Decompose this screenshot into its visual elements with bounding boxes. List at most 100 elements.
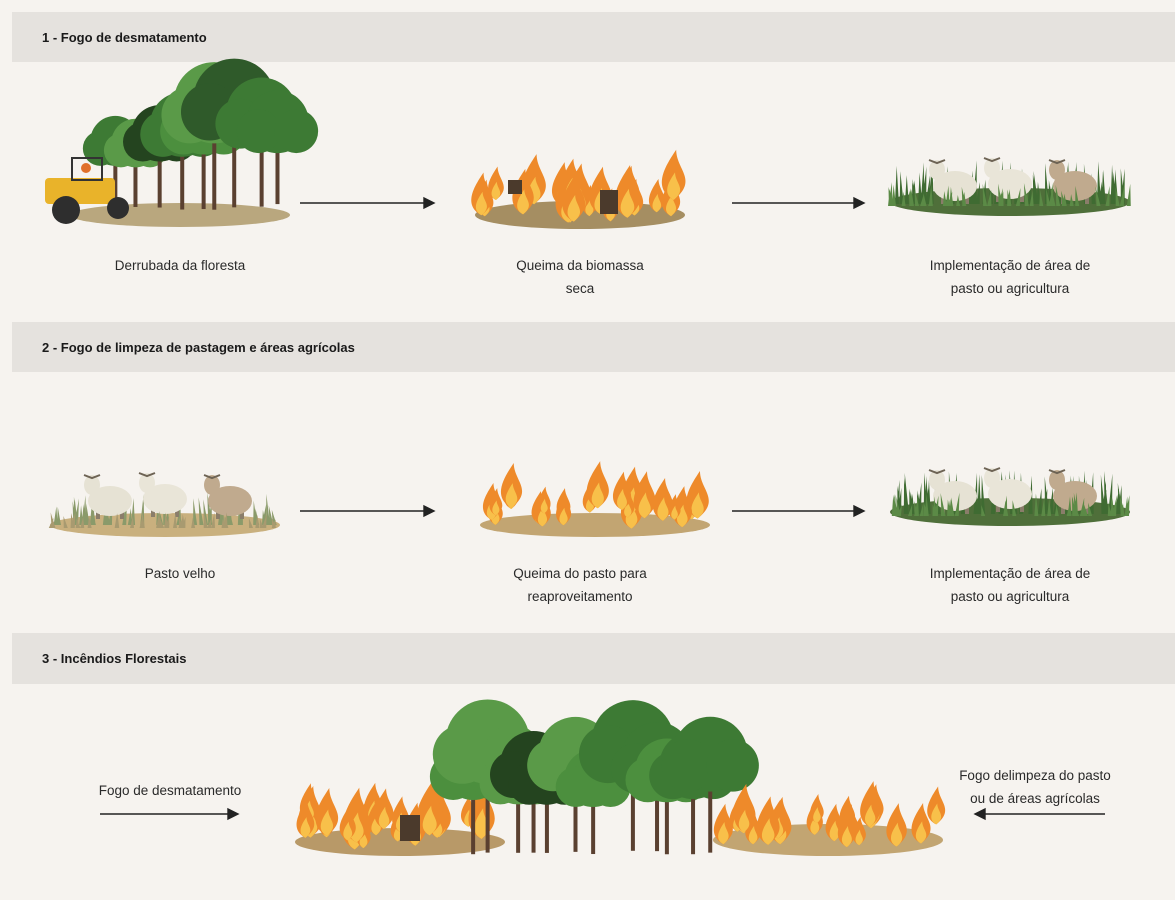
flame [393,824,402,842]
flame [422,805,437,836]
tree-trunk [201,121,206,210]
flame [559,507,568,526]
section-title: 1 - Fogo de desmatamento [42,30,207,45]
caption: Implementação de área de [930,258,1091,273]
flame [931,803,942,825]
stump [600,190,618,214]
flame [585,198,594,217]
flame [864,804,876,827]
section-band [12,12,1175,62]
cow-body [933,481,977,511]
caption: Implementação de área de [930,566,1091,581]
flame [667,172,681,200]
tree-trunk [708,754,713,853]
cow-head [139,473,155,493]
cow-horns [928,159,946,165]
caption: Derrubada da floresta [115,258,246,273]
flame [474,808,489,839]
tree-crown [274,109,319,154]
caption: pasto ou agricultura [951,589,1070,604]
caption: pasto ou agricultura [951,281,1070,296]
ground [70,203,290,227]
tree-trunk [133,143,138,207]
flame [517,189,529,215]
flame [671,505,678,520]
flame [676,504,688,528]
flame [617,488,627,511]
flame [657,497,669,521]
cow-head [929,470,945,490]
cow-horns [203,474,221,480]
arrow [100,196,1105,821]
caption: reaproveitamento [527,589,632,604]
cow-head [984,468,1000,488]
cow-body [88,486,132,516]
flame [505,483,518,508]
cow-body [143,484,187,514]
flame [761,818,775,845]
tree-trunk [113,140,118,207]
caption: Fogo delimpeza do pasto [959,768,1111,783]
cow-horns [983,467,1001,473]
flame [841,825,852,848]
illustrations [45,58,1131,856]
flame [537,506,548,527]
flame [300,817,311,838]
cow-horns [1048,159,1066,165]
caption: seca [566,281,595,296]
tree-crown [432,724,492,784]
flame [475,191,487,216]
tree-trunk [516,774,521,853]
flame [371,815,381,836]
tree-crown [706,739,759,792]
cow-body [1053,171,1097,201]
caption: Pasto velho [145,566,216,581]
tractor-wheel [107,197,129,219]
flame [540,498,548,514]
tree-trunk [157,133,162,208]
tree-trunk [212,102,217,210]
grass [891,492,1130,516]
flame [915,821,927,844]
tree-trunk [180,124,185,210]
tree-trunk [591,778,596,855]
tree-trunk [531,764,536,853]
tree-trunk [471,766,476,855]
cow-horns [983,157,1001,163]
tree-crown [236,109,281,154]
caption: Fogo de desmatamento [99,783,242,798]
caption: ou de áreas agrícolas [970,791,1100,806]
section-band [12,322,1175,372]
section-title: 2 - Fogo de limpeza de pastagem e áreas … [42,340,355,355]
flame [492,500,500,516]
cow-body [988,479,1032,509]
cow-head [84,475,100,495]
tree-crown [555,766,597,808]
cow-horns [928,469,946,475]
flame [585,495,594,513]
flame [638,492,651,519]
flame [718,821,729,845]
cow-head [204,475,220,495]
flame [491,508,500,525]
tree-trunk [259,113,264,207]
flame [829,820,840,842]
cow-horns [1048,469,1066,475]
cow-horns [83,474,101,480]
section-band [12,633,1175,684]
cow-head [929,160,945,180]
cow-body [1053,481,1097,511]
flame [890,822,903,847]
tree-trunk [691,765,696,855]
flame [813,807,821,824]
cow-head [1049,160,1065,180]
flame [738,809,750,833]
caption: Queima do pasto para [513,566,647,581]
flame [359,831,368,849]
flame [591,482,604,509]
tractor-cab [71,157,103,181]
flame [748,825,758,845]
caption: Queima da biomassa [516,258,644,273]
cow-head [1049,470,1065,490]
